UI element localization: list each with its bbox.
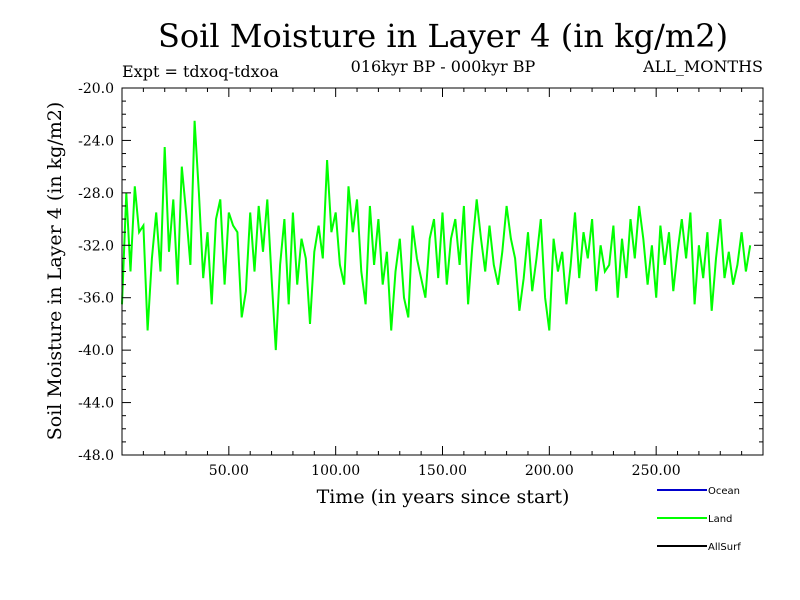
months-label: ALL_MONTHS (642, 57, 763, 76)
y-tick-label: -48.0 (78, 448, 114, 464)
legend-label-land: Land (708, 514, 732, 525)
y-tick-label: -28.0 (78, 186, 114, 202)
y-tick-label: -24.0 (78, 133, 114, 149)
x-tick-label: 50.00 (209, 463, 249, 479)
plot-series (121, 120, 752, 351)
y-tick-label: -20.0 (78, 81, 114, 97)
y-tick-label: -40.0 (78, 343, 114, 359)
x-tick-label: 200.00 (525, 463, 574, 479)
chart-title: Soil Moisture in Layer 4 (in kg/m2) (158, 17, 728, 55)
x-tick-label: 100.00 (311, 463, 360, 479)
x-tick-label: 250.00 (632, 463, 681, 479)
plot-axes: -20.0 -24.0 -28.0 -32.0 -36.0 -40.0 -44.0 -48.0… (78, 81, 763, 479)
time-range-label: 016kyr BP - 000kyr BP (351, 57, 536, 76)
y-tick-label: -32.0 (78, 238, 114, 254)
legend: Ocean Land AllSurf (657, 486, 741, 553)
y-axis-label: Soil Moisture in Layer 4 (in kg/m2) (44, 102, 66, 441)
x-tick-label: 150.00 (418, 463, 467, 479)
y-tick-label: -44.0 (78, 396, 114, 412)
x-axis-label: Time (in years since start) (317, 486, 570, 508)
y-tick-label: -36.0 (78, 291, 114, 307)
legend-label-ocean: Ocean (708, 486, 740, 497)
plot-frame (121, 87, 764, 456)
legend-label-allsurf: AllSurf (708, 542, 741, 553)
series-line-land (121, 120, 752, 351)
experiment-label: Expt = tdxoq-tdxoa (122, 62, 279, 81)
